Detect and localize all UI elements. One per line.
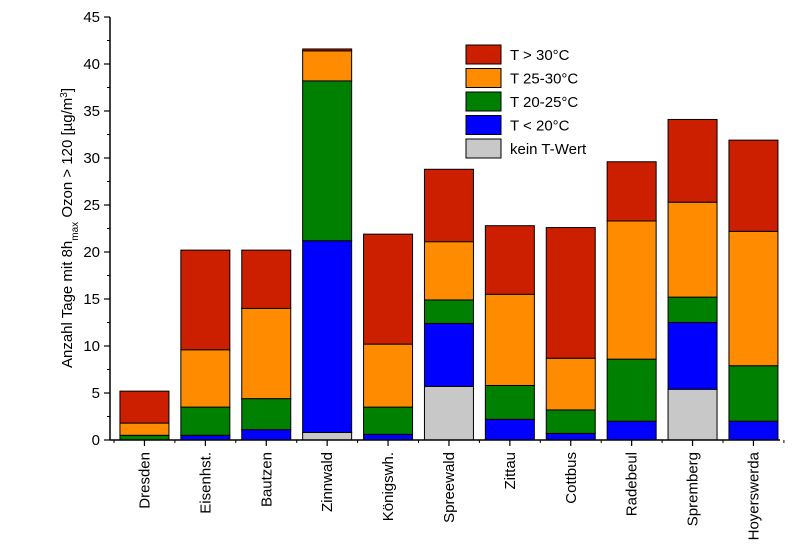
x-tick-label: Zittau xyxy=(502,452,519,490)
bar-segment-dresden-t-30-c xyxy=(119,390,170,424)
bar-segment-spremberg-t-20-25-c xyxy=(667,296,718,323)
bar-segment-zittau-t-20-c xyxy=(484,418,535,441)
bar-segment-hoyerswerda-t-30-c xyxy=(728,139,779,232)
y-tick-label: 20 xyxy=(83,244,100,261)
y-tick-label: 25 xyxy=(83,197,100,214)
legend-label-kein-t-wert: kein T-Wert xyxy=(510,141,587,158)
bars-group xyxy=(119,48,779,441)
bar-segment-zittau-t-30-c xyxy=(484,225,535,295)
y-ticks-group: 0 5 10 15 20 25 30 35 40 45 xyxy=(83,9,110,449)
bar-segment-radebeul-t-20-c xyxy=(606,420,657,441)
legend-swatch-kein-t-wert xyxy=(465,138,502,159)
bar-segment-spreewald-t-30-c xyxy=(423,168,474,243)
bar-segment-zittau-t-20-25-c xyxy=(484,384,535,420)
bar-segment-k-nigswh-t-20-c xyxy=(363,433,414,441)
legend-label-t-30-c: T > 30°C xyxy=(510,47,570,64)
legend-label-t-20-c: T < 20°C xyxy=(510,118,570,135)
y-tick-label: 30 xyxy=(83,150,100,167)
bar-segment-zinnwald-t-20-25-c xyxy=(302,80,353,242)
y-tick-label: 45 xyxy=(83,9,100,26)
bar-segment-spreewald-t-25-30-c xyxy=(423,241,474,301)
bar-segment-zinnwald-t-20-c xyxy=(302,240,353,433)
x-tick-label: Dresden xyxy=(136,452,153,509)
y-axis-label: Anzahl Tage mit 8hmax Ozon > 120 [µg/m3] xyxy=(59,88,81,368)
bar-segment-bautzen-t-20-c xyxy=(241,429,292,441)
bar-segment-spreewald-t-20-25-c xyxy=(423,299,474,324)
y-tick-label: 35 xyxy=(83,103,100,120)
bar-segment-spremberg-kein-t-wert xyxy=(667,388,718,441)
y-tick-label: 40 xyxy=(83,56,100,73)
bar-segment-spreewald-t-20-c xyxy=(423,322,474,387)
bar-segment-cottbus-t-25-30-c xyxy=(545,357,596,411)
bar-segment-cottbus-t-30-c xyxy=(545,227,596,359)
x-tick-label: Eisenhst. xyxy=(197,452,214,514)
bar-segment-spremberg-t-25-30-c xyxy=(667,201,718,298)
bar-segment-zittau-t-25-30-c xyxy=(484,293,535,386)
y-tick-label: 15 xyxy=(83,291,100,308)
x-tick-label: Cottbus xyxy=(563,452,580,504)
bar-segment-bautzen-t-30-c xyxy=(241,249,292,309)
bar-segment-spremberg-t-20-c xyxy=(667,322,718,390)
bar-segment-k-nigswh-t-30-c xyxy=(363,233,414,345)
x-tick-label: Spremberg xyxy=(685,452,702,526)
legend-swatch-t-20-25-c xyxy=(465,91,502,112)
y-tick-label: 0 xyxy=(92,432,100,449)
bar-segment-bautzen-t-25-30-c xyxy=(241,307,292,400)
bar-segment-zinnwald-kein-t-wert xyxy=(302,431,353,441)
legend-swatch-t-25-30-c xyxy=(465,68,502,88)
legend-label-t-25-30-c: T 25-30°C xyxy=(510,71,578,88)
x-tick-label: Bautzen xyxy=(258,452,275,507)
bar-segment-spremberg-t-30-c xyxy=(667,118,718,203)
bar-segment-eisenhst-t-25-30-c xyxy=(180,349,231,408)
bar-segment-spreewald-kein-t-wert xyxy=(423,385,474,441)
legend-swatch-t-20-c xyxy=(465,115,502,135)
x-tick-label: Spreewald xyxy=(441,452,458,523)
x-tick-label: Hoyerswerda xyxy=(745,451,762,540)
bar-segment-radebeul-t-30-c xyxy=(606,161,657,222)
bar-segment-cottbus-t-20-c xyxy=(545,432,596,441)
bar-segment-dresden-t-25-30-c xyxy=(119,422,170,436)
bar-segment-zinnwald-t-30-c xyxy=(302,48,353,52)
bar-segment-k-nigswh-t-20-25-c xyxy=(363,406,414,435)
bar-segment-zinnwald-t-25-30-c xyxy=(302,50,353,82)
x-ticks-group: Dresden Eisenhst. Bautzen Zinnwald Königswh.… xyxy=(113,440,785,540)
bar-segment-radebeul-t-25-30-c xyxy=(606,220,657,360)
legend-swatch-t-30-c xyxy=(465,44,502,65)
bar-segment-hoyerswerda-t-20-c xyxy=(728,420,779,441)
x-tick-label: Königswh. xyxy=(380,452,397,521)
bar-segment-hoyerswerda-t-20-25-c xyxy=(728,365,779,422)
legend-label-t-20-25-c: T 20-25°C xyxy=(510,94,578,111)
legend: T > 30°C T 25-30°C T 20-25°C T < 20°C kein T… xyxy=(465,44,587,159)
bar-segment-radebeul-t-20-25-c xyxy=(606,358,657,422)
y-tick-label: 5 xyxy=(92,385,100,402)
x-tick-label: Zinnwald xyxy=(319,452,336,512)
bar-segment-k-nigswh-t-25-30-c xyxy=(363,343,414,408)
bar-segment-eisenhst-t-30-c xyxy=(180,249,231,351)
bar-segment-eisenhst-t-20-25-c xyxy=(180,406,231,436)
x-tick-label: Radebeul xyxy=(624,452,641,516)
y-tick-label: 10 xyxy=(83,338,100,355)
bar-segment-hoyerswerda-t-25-30-c xyxy=(728,230,779,367)
bar-segment-bautzen-t-20-25-c xyxy=(241,398,292,431)
bar-segment-cottbus-t-20-25-c xyxy=(545,409,596,434)
